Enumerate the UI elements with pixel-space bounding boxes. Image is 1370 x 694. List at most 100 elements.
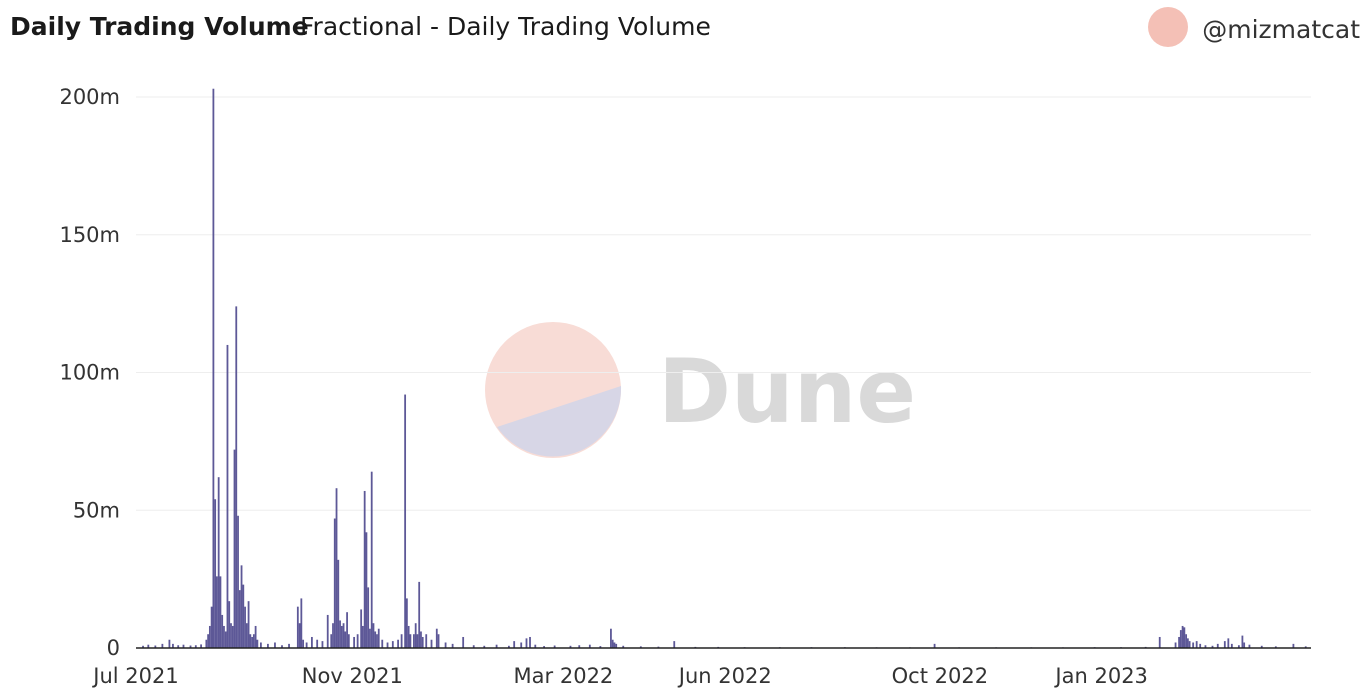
bar [281, 645, 283, 648]
bar [404, 394, 407, 648]
bar [300, 598, 303, 648]
bar [216, 576, 218, 648]
bar [377, 628, 380, 648]
bar [405, 598, 408, 648]
bar [1188, 641, 1191, 648]
bar [1183, 627, 1186, 648]
bar [252, 634, 255, 648]
bar [342, 623, 345, 648]
bar [242, 584, 245, 648]
bar [508, 645, 510, 648]
bar [1204, 645, 1207, 648]
author-link[interactable]: @mizmatcat [1148, 7, 1360, 47]
bar [420, 631, 422, 648]
bars [142, 88, 1307, 649]
bar [1192, 642, 1195, 648]
bar [1211, 645, 1214, 648]
bar [1292, 643, 1295, 648]
chart-header: Daily Trading Volume Fractional - Daily … [10, 7, 1360, 47]
bar [1304, 646, 1307, 648]
x-tick-label: Oct 2022 [892, 664, 988, 688]
bar [413, 634, 415, 648]
bar [472, 645, 475, 648]
bar [189, 645, 192, 648]
bar [613, 642, 616, 648]
bar [335, 488, 338, 648]
bar [168, 639, 171, 648]
bar [205, 639, 208, 648]
chart-title: Daily Trading Volume [10, 12, 309, 41]
bar [200, 644, 202, 648]
bar [543, 646, 545, 648]
bar [1174, 642, 1177, 648]
bar [267, 643, 269, 648]
bar [363, 490, 366, 648]
bar [230, 623, 232, 648]
bar [1241, 635, 1244, 648]
bar [639, 646, 642, 648]
bar [251, 636, 253, 648]
bar [599, 646, 602, 648]
bar [430, 639, 433, 648]
bar [332, 623, 334, 648]
bar [437, 634, 440, 648]
x-axis: Jul 2021 Nov 2021 Mar 2022 Jun 2022 Oct 2022… [91, 664, 1148, 688]
bar [259, 642, 262, 648]
bar [374, 631, 377, 648]
bar [360, 609, 363, 648]
bar [154, 645, 157, 648]
bar [221, 614, 224, 648]
bar [397, 639, 399, 648]
bar [1216, 643, 1219, 648]
bar [346, 612, 348, 648]
bar [1260, 645, 1263, 648]
y-tick-label: 0 [107, 636, 120, 660]
bar [356, 634, 359, 648]
bar [310, 636, 313, 648]
bar [217, 477, 220, 648]
bar [367, 587, 370, 648]
bar [1248, 644, 1251, 648]
bar [219, 576, 222, 648]
bar [451, 643, 454, 648]
x-tick-label: Mar 2022 [514, 664, 614, 688]
y-tick-label: 50m [73, 498, 120, 522]
bar [933, 643, 936, 648]
bar [1186, 638, 1189, 648]
bar [344, 631, 347, 648]
bar [208, 625, 211, 648]
bar [1179, 630, 1182, 648]
bar [362, 625, 364, 648]
bar [407, 625, 410, 648]
bar [161, 643, 164, 648]
bar [400, 634, 403, 648]
bar [223, 625, 225, 648]
bar [244, 606, 246, 648]
bar [233, 449, 236, 648]
bar [337, 559, 340, 648]
bar [194, 645, 197, 648]
bar [365, 532, 368, 648]
bar [1274, 646, 1277, 648]
bar [386, 642, 389, 648]
bar [1195, 641, 1198, 648]
bar [462, 636, 465, 648]
bar [1181, 625, 1184, 648]
watermark: Dune [485, 322, 916, 458]
y-tick-label: 100m [59, 361, 120, 385]
bar [534, 644, 537, 648]
bar [520, 642, 523, 648]
bar [425, 634, 428, 648]
dune-logo-segment-icon [497, 386, 622, 457]
bar [369, 628, 371, 648]
bar [224, 631, 227, 648]
bar [240, 565, 243, 648]
bar [235, 306, 238, 648]
bar [1227, 638, 1230, 648]
bar [207, 634, 210, 648]
y-axis: 0 50m 100m 150m 200m [59, 85, 120, 660]
bar [1199, 643, 1202, 648]
x-tick-label: Jul 2021 [91, 664, 178, 688]
bar [418, 581, 421, 648]
bar [673, 641, 676, 648]
